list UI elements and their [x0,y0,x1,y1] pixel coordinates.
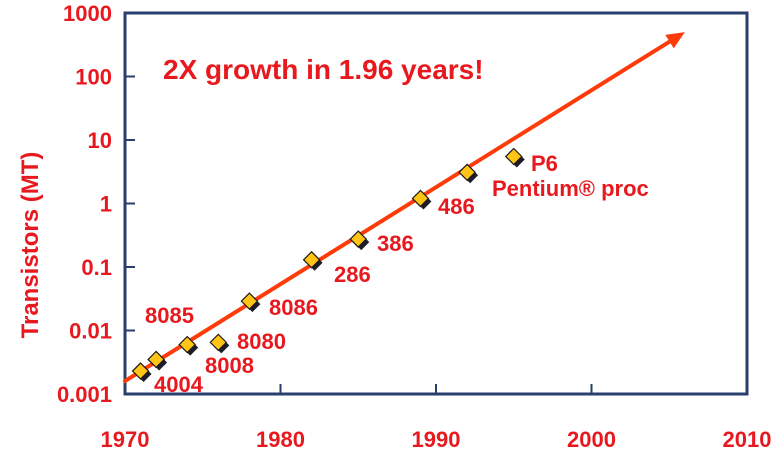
trend-arrowhead [665,32,685,49]
x-axis-ticks: 1970 1980 1990 2000 2010 [101,384,772,452]
data-point [209,333,228,352]
growth-annotation: 2X growth in 1.96 years! [163,54,484,85]
y-tick-label: 0.01 [69,319,112,344]
data-point [411,189,430,208]
label-8085: 8085 [145,303,194,328]
label-8086: 8086 [269,295,318,320]
label-p6: P6 [531,151,558,176]
y-tick-label: 10 [88,128,112,153]
y-tick-label: 0.001 [57,382,112,407]
y-tick-label: 100 [75,65,112,90]
data-point [349,230,368,248]
x-tick-label: 1980 [256,427,305,452]
label-486: 486 [438,194,475,219]
label-286: 286 [334,262,371,287]
data-point [131,362,150,380]
trend-line [123,39,672,384]
data-point [458,163,476,182]
data-points [131,147,525,383]
label-4004: 4004 [154,372,204,397]
point-labels: 8085 4004 8008 8080 8086 286 386 486 P6 … [145,151,649,397]
data-point [302,250,321,269]
x-tick-label: 2000 [567,427,616,452]
y-axis-label: Transistors (MT) [17,152,44,339]
data-point [178,335,197,354]
data-point [504,147,523,166]
label-8080: 8080 [237,329,286,354]
x-tick-label: 1970 [101,427,150,452]
y-axis-ticks: 0.001 0.01 0.1 1 10 100 1000 [57,1,135,407]
label-8008: 8008 [205,353,254,378]
label-pentium-proc: Pentium® proc [492,176,649,201]
data-point [147,350,165,369]
label-386: 386 [377,231,414,256]
y-tick-label: 0.1 [81,255,112,280]
y-tick-label: 1000 [63,1,112,26]
trend-arrow [123,32,685,384]
y-tick-label: 1 [100,192,112,217]
x-tick-label: 2010 [723,427,772,452]
x-tick-label: 1990 [412,427,461,452]
data-point [240,292,259,310]
